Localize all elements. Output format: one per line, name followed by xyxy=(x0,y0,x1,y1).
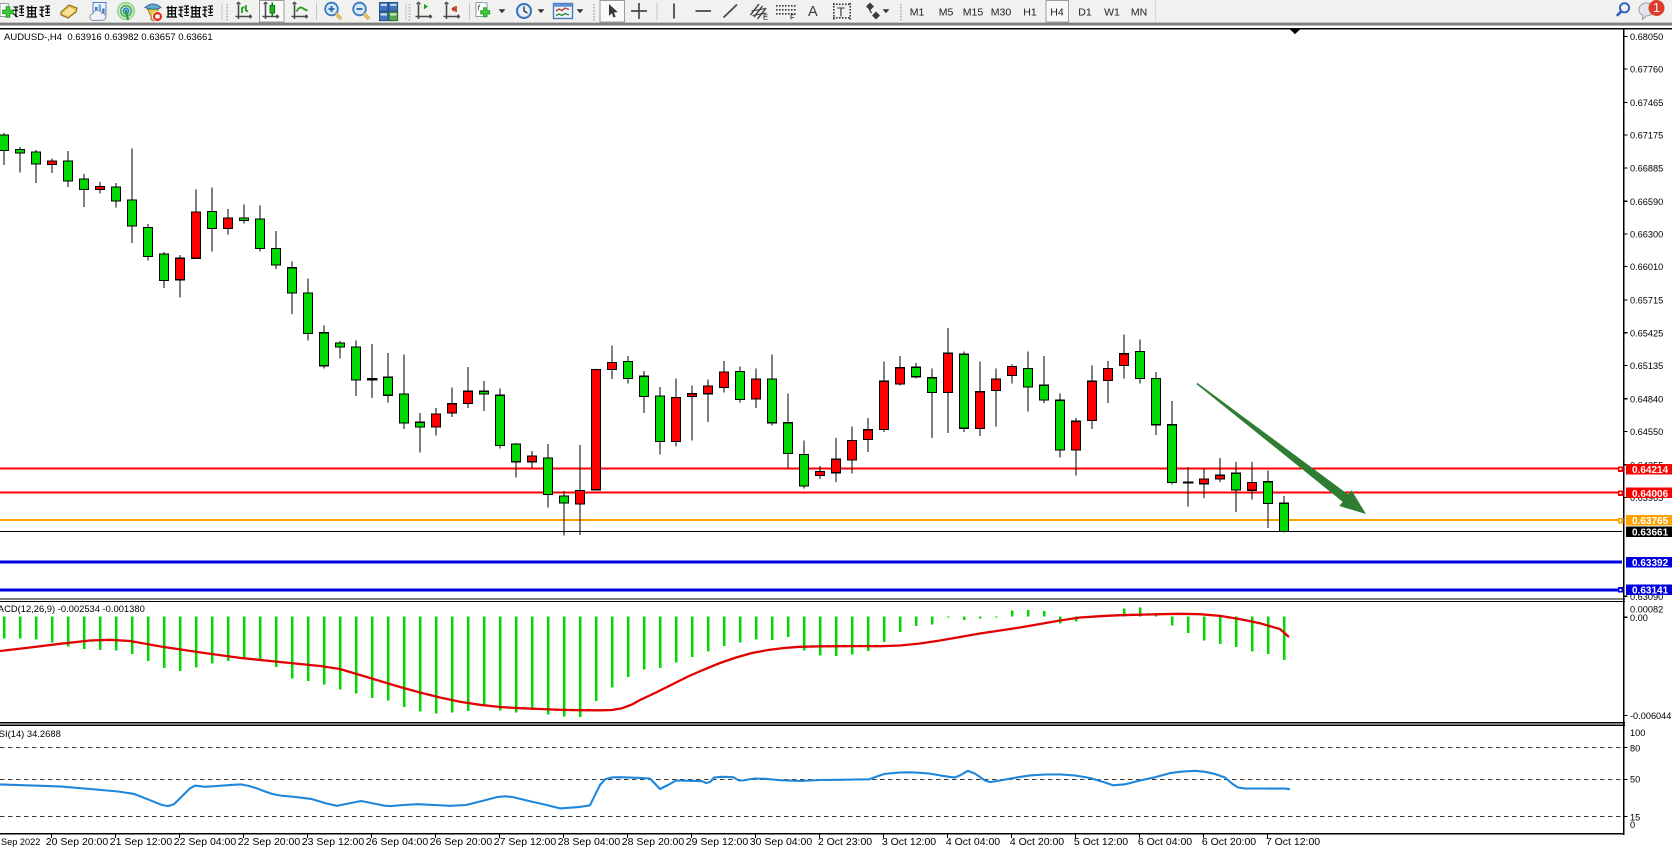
svg-text:0.63765: 0.63765 xyxy=(1632,516,1669,527)
svg-text:M1: M1 xyxy=(910,6,925,18)
svg-text:H1: H1 xyxy=(1023,6,1037,18)
svg-text:26 Sep 04:00: 26 Sep 04:00 xyxy=(366,836,429,848)
svg-text:0.64006: 0.64006 xyxy=(1632,489,1669,500)
svg-text:-0.006044: -0.006044 xyxy=(1630,711,1671,721)
svg-text:0.66885: 0.66885 xyxy=(1630,164,1663,174)
svg-text:0.63090: 0.63090 xyxy=(1630,592,1663,602)
svg-text:0.00: 0.00 xyxy=(1630,613,1648,623)
svg-text:2 Oct 23:00: 2 Oct 23:00 xyxy=(818,836,872,848)
svg-text:M5: M5 xyxy=(939,6,954,18)
svg-text:4 Oct 20:00: 4 Oct 20:00 xyxy=(1010,836,1064,848)
svg-text:0.65135: 0.65135 xyxy=(1630,361,1663,371)
svg-text:6 Oct 20:00: 6 Oct 20:00 xyxy=(1202,836,1256,848)
svg-text:0.64550: 0.64550 xyxy=(1630,427,1663,437)
svg-text:F: F xyxy=(790,13,795,22)
svg-text:7 Oct 12:00: 7 Oct 12:00 xyxy=(1266,836,1320,848)
svg-text:0.68050: 0.68050 xyxy=(1630,32,1663,42)
svg-text:0: 0 xyxy=(1630,820,1635,830)
svg-text:28 Sep 20:00: 28 Sep 20:00 xyxy=(622,836,685,848)
svg-text:22 Sep 04:00: 22 Sep 04:00 xyxy=(174,836,237,848)
svg-text:0.67465: 0.67465 xyxy=(1630,98,1663,108)
svg-text:0.67760: 0.67760 xyxy=(1630,65,1663,75)
svg-text:1: 1 xyxy=(1653,1,1660,15)
svg-text:6 Oct 04:00: 6 Oct 04:00 xyxy=(1138,836,1192,848)
svg-text:E: E xyxy=(763,13,768,22)
svg-text:H4: H4 xyxy=(1050,6,1064,18)
svg-text:0.65425: 0.65425 xyxy=(1630,328,1663,338)
svg-text:T: T xyxy=(837,5,845,20)
svg-text:f: f xyxy=(478,4,481,13)
svg-text:MACD(12,26,9) -0.002534 -0.001: MACD(12,26,9) -0.002534 -0.001380 xyxy=(0,603,145,614)
svg-text:0.64840: 0.64840 xyxy=(1630,394,1663,404)
svg-text:0.00082: 0.00082 xyxy=(1630,604,1663,614)
svg-text:Sep 2022: Sep 2022 xyxy=(1,837,40,847)
svg-text:20 Sep 20:00: 20 Sep 20:00 xyxy=(46,836,109,848)
svg-text:W1: W1 xyxy=(1104,6,1120,18)
svg-text:0.64214: 0.64214 xyxy=(1632,465,1669,476)
svg-text:0.63141: 0.63141 xyxy=(1632,586,1669,597)
svg-text:0.67175: 0.67175 xyxy=(1630,131,1663,141)
svg-text:3 Oct 12:00: 3 Oct 12:00 xyxy=(882,836,936,848)
svg-text:5 Oct 12:00: 5 Oct 12:00 xyxy=(1074,836,1128,848)
svg-text:0.66300: 0.66300 xyxy=(1630,230,1663,240)
svg-text:50: 50 xyxy=(1630,775,1640,785)
svg-text:15: 15 xyxy=(1630,812,1640,822)
svg-text:21 Sep 12:00: 21 Sep 12:00 xyxy=(110,836,173,848)
svg-text:27 Sep 12:00: 27 Sep 12:00 xyxy=(494,836,557,848)
svg-text:0.66590: 0.66590 xyxy=(1630,197,1663,207)
svg-text:0.66010: 0.66010 xyxy=(1630,262,1663,272)
svg-text:RSI(14) 34.2688: RSI(14) 34.2688 xyxy=(0,728,61,739)
svg-text:22 Sep 20:00: 22 Sep 20:00 xyxy=(238,836,301,848)
svg-text:A: A xyxy=(808,4,818,20)
svg-text:MN: MN xyxy=(1131,6,1147,18)
svg-text:M30: M30 xyxy=(991,6,1012,18)
svg-text:4 Oct 04:00: 4 Oct 04:00 xyxy=(946,836,1000,848)
svg-text:26 Sep 20:00: 26 Sep 20:00 xyxy=(430,836,493,848)
svg-text:0.65715: 0.65715 xyxy=(1630,296,1663,306)
svg-text:80: 80 xyxy=(1630,743,1640,753)
svg-text:28 Sep 04:00: 28 Sep 04:00 xyxy=(558,836,621,848)
svg-text:0.63661: 0.63661 xyxy=(1632,528,1669,539)
svg-text:23 Sep 12:00: 23 Sep 12:00 xyxy=(302,836,365,848)
svg-text:D1: D1 xyxy=(1078,6,1092,18)
svg-text:M15: M15 xyxy=(963,6,984,18)
svg-text:29 Sep 12:00: 29 Sep 12:00 xyxy=(686,836,749,848)
svg-text:0.63392: 0.63392 xyxy=(1632,558,1669,569)
svg-text:100: 100 xyxy=(1630,728,1645,738)
svg-text:30 Sep 04:00: 30 Sep 04:00 xyxy=(750,836,813,848)
